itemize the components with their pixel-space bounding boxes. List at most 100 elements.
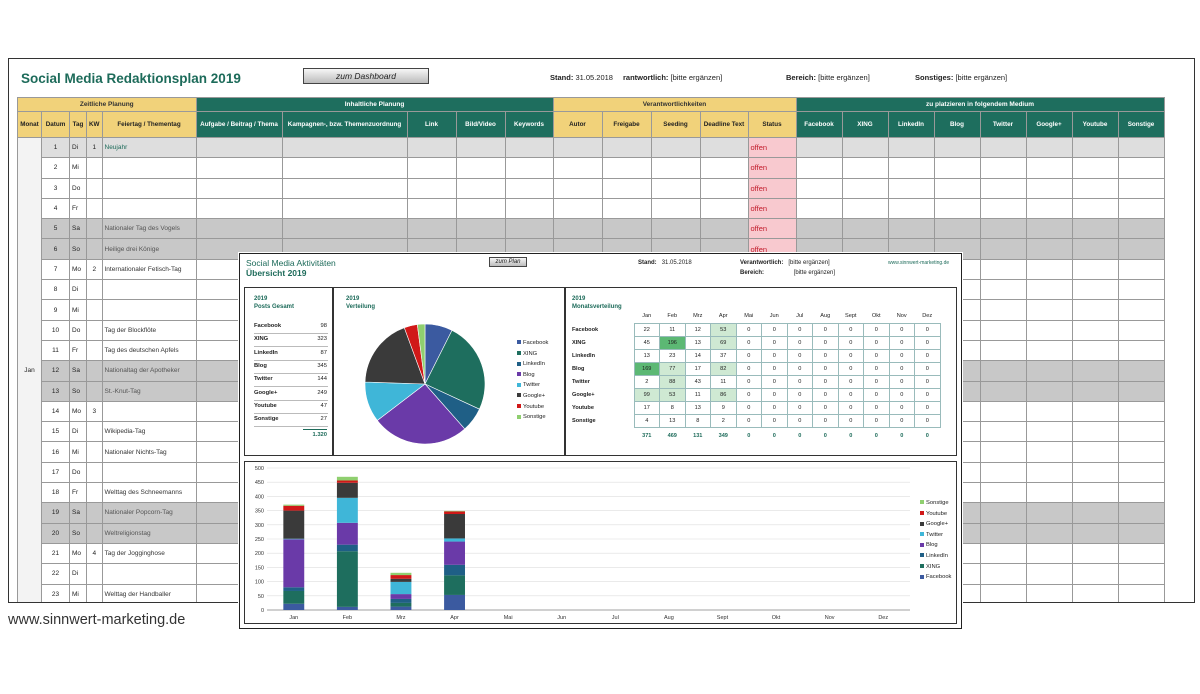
kw-cell[interactable]: 1 [86,136,103,159]
tag-cell[interactable]: Mi [69,583,87,602]
tag-cell[interactable]: Mo [69,400,87,423]
medium-cell[interactable] [795,177,843,199]
feiertag-cell[interactable] [101,400,197,423]
feiertag-cell[interactable] [101,461,197,484]
feiertag-cell[interactable]: Tag des deutschen Apfels [101,339,197,362]
medium-cell[interactable] [933,218,981,240]
tag-cell[interactable]: Fr [69,197,87,220]
feiertag-cell[interactable] [101,177,197,199]
medium-cell[interactable] [1025,542,1073,565]
medium-cell[interactable] [979,583,1027,602]
column-header[interactable]: Aufgabe / Beitrag / Thema [195,111,283,138]
medium-cell[interactable] [841,177,889,199]
feiertag-cell[interactable]: Tag der Blockflöte [101,319,197,341]
medium-cell[interactable] [979,380,1027,402]
datum-cell[interactable]: 13 [41,380,70,402]
medium-cell[interactable] [1117,218,1165,240]
tag-cell[interactable]: Fr [69,339,87,362]
tag-cell[interactable]: Sa [69,502,87,524]
medium-cell[interactable] [841,157,889,179]
datum-cell[interactable]: 16 [41,441,70,463]
column-header[interactable]: KW [86,111,103,138]
medium-cell[interactable] [979,461,1027,484]
medium-cell[interactable] [1025,218,1073,240]
kw-cell[interactable] [86,299,103,321]
tag-cell[interactable]: Do [69,461,87,484]
medium-cell[interactable] [1071,461,1119,484]
datum-cell[interactable]: 19 [41,502,70,524]
feiertag-cell[interactable]: St.-Knut-Tag [101,380,197,402]
feiertag-cell[interactable] [101,299,197,321]
medium-cell[interactable] [795,218,843,240]
medium-cell[interactable] [1071,258,1119,281]
medium-cell[interactable] [1025,360,1073,382]
medium-cell[interactable] [1117,502,1165,524]
tag-cell[interactable]: So [69,380,87,402]
status-cell[interactable]: offen [747,218,797,240]
medium-cell[interactable] [887,197,935,220]
medium-cell[interactable] [1117,238,1165,260]
input-cell[interactable] [406,218,457,240]
input-cell[interactable] [699,218,749,240]
column-header[interactable]: Blog [933,111,981,138]
medium-cell[interactable] [979,157,1027,179]
medium-cell[interactable] [1117,482,1165,504]
column-header[interactable]: Seeding [650,111,701,138]
input-cell[interactable] [195,136,283,159]
medium-cell[interactable] [1025,421,1073,443]
tag-cell[interactable]: Sa [69,218,87,240]
column-header[interactable]: Twitter [979,111,1027,138]
tag-cell[interactable]: So [69,238,87,260]
input-cell[interactable] [406,157,457,179]
medium-cell[interactable] [1025,177,1073,199]
medium-cell[interactable] [887,218,935,240]
medium-cell[interactable] [933,157,981,179]
medium-cell[interactable] [1071,502,1119,524]
kw-cell[interactable] [86,380,103,402]
medium-cell[interactable] [887,177,935,199]
datum-cell[interactable]: 7 [41,258,70,281]
medium-cell[interactable] [1025,502,1073,524]
datum-cell[interactable]: 5 [41,218,70,240]
column-header[interactable]: Feiertag / Thementag [101,111,197,138]
input-cell[interactable] [552,197,603,220]
input-cell[interactable] [504,197,554,220]
column-header[interactable]: Kampagnen-, bzw. Themenzuordnung [281,111,408,138]
column-header[interactable]: Tag [69,111,87,138]
input-cell[interactable] [281,177,408,199]
medium-cell[interactable] [1071,339,1119,362]
column-header[interactable]: Autor [552,111,603,138]
medium-cell[interactable] [979,218,1027,240]
status-cell[interactable]: offen [747,177,797,199]
medium-cell[interactable] [887,157,935,179]
feiertag-cell[interactable] [101,279,197,301]
kw-cell[interactable] [86,319,103,341]
input-cell[interactable] [455,136,506,159]
input-cell[interactable] [650,177,701,199]
medium-cell[interactable] [979,360,1027,382]
datum-cell[interactable]: 15 [41,421,70,443]
datum-cell[interactable]: 11 [41,339,70,362]
medium-cell[interactable] [795,136,843,159]
input-cell[interactable] [601,197,652,220]
status-cell[interactable]: offen [747,136,797,159]
input-cell[interactable] [406,136,457,159]
medium-cell[interactable] [1117,177,1165,199]
medium-cell[interactable] [1117,583,1165,602]
feiertag-cell[interactable]: Welttag des Schneemanns [101,482,197,504]
datum-cell[interactable]: 20 [41,522,70,544]
feiertag-cell[interactable]: Nationaler Popcorn-Tag [101,502,197,524]
column-header[interactable]: Deadline Text [699,111,749,138]
kw-cell[interactable] [86,218,103,240]
status-cell[interactable]: offen [747,157,797,179]
medium-cell[interactable] [1071,218,1119,240]
tag-cell[interactable]: Mo [69,542,87,565]
tag-cell[interactable]: Di [69,136,87,159]
input-cell[interactable] [281,136,408,159]
medium-cell[interactable] [1071,542,1119,565]
datum-cell[interactable]: 21 [41,542,70,565]
tag-cell[interactable]: Mo [69,258,87,281]
medium-cell[interactable] [933,197,981,220]
kw-cell[interactable] [86,583,103,602]
tag-cell[interactable]: Mi [69,441,87,463]
